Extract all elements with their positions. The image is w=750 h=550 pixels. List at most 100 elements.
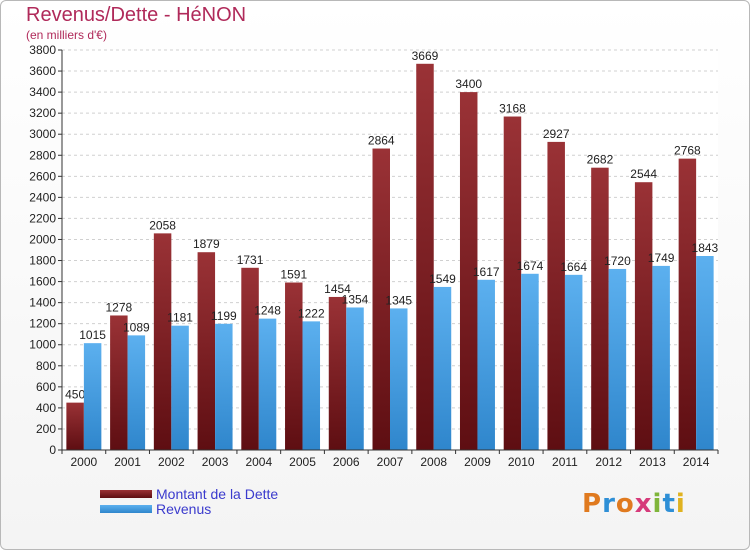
revenue-bar-label: 1749 (648, 251, 675, 265)
revenue-bar-label: 1222 (298, 306, 325, 320)
y-tick-label: 3400 (29, 85, 56, 99)
legend: Montant de la Dette Revenus (100, 485, 279, 517)
x-tick-label: 2001 (114, 455, 141, 469)
revenue-bar-label: 1248 (254, 304, 281, 318)
x-tick-label: 2013 (639, 455, 666, 469)
revenue-bar (652, 265, 670, 450)
x-axis: 2000 2001 2002 2003 2004 2005 2006 2007 2008 2009… (61, 449, 719, 469)
revenue-bar-label: 1015 (79, 328, 106, 342)
x-tick-label: 2004 (245, 455, 272, 469)
debt-bar (503, 116, 522, 451)
y-tick-label: 3800 (29, 43, 56, 57)
debt-bar (110, 315, 128, 450)
revenue-bar-label: 1549 (429, 272, 456, 286)
proxiti-logo: Proxiti (582, 489, 686, 519)
debt-bar-label: 3168 (499, 102, 526, 116)
chart-subtitle: (en milliers d'€) (26, 28, 107, 42)
legend-item-debt: Montant de la Dette (100, 485, 279, 502)
logo-letter: x (634, 489, 653, 519)
debt-bar (459, 92, 478, 451)
debt-bar (416, 63, 434, 450)
y-tick-label: 600 (36, 380, 56, 394)
y-tick-label: 800 (36, 359, 56, 373)
revenue-bar-label: 1674 (517, 259, 544, 273)
debt-bar-label: 1454 (324, 282, 351, 296)
y-tick-label: 1800 (29, 254, 56, 268)
y-tick-label: 200 (36, 422, 56, 436)
revenue-bar (127, 335, 146, 450)
x-tick-label: 2006 (333, 455, 360, 469)
logo-letter: t (662, 489, 676, 519)
debt-bar-label: 2927 (543, 127, 570, 141)
x-tick-label: 2014 (683, 455, 710, 469)
y-tick-label: 400 (36, 401, 56, 415)
revenue-bar-label: 1089 (123, 320, 150, 334)
y-tick-label: 2800 (29, 148, 56, 162)
debt-bar (241, 267, 259, 450)
revenue-bar (83, 343, 102, 450)
debt-bar (547, 141, 565, 451)
x-tick-label: 2010 (508, 455, 535, 469)
revenue-bar (346, 307, 364, 450)
legend-swatch-revenue (100, 504, 152, 513)
revenue-bar (608, 268, 627, 450)
y-tick-label: 3200 (29, 106, 56, 120)
y-tick-label: 3000 (29, 127, 56, 141)
y-tick-label: 1600 (29, 275, 56, 289)
debt-bar (591, 167, 609, 450)
debt-bar (372, 148, 390, 451)
y-tick-label: 2600 (29, 169, 56, 183)
revenue-bar-label: 1843 (692, 241, 719, 255)
debt-bar (634, 182, 653, 451)
legend-label-debt: Montant de la Dette (156, 485, 279, 502)
revenue-bar-label: 1664 (560, 260, 587, 274)
x-tick-label: 2005 (289, 455, 316, 469)
x-tick-label: 2002 (158, 455, 185, 469)
y-tick-label: 2400 (29, 190, 56, 204)
legend-swatch-debt (100, 489, 152, 498)
debt-bar-label: 1591 (280, 268, 307, 282)
y-tick-label: 2000 (29, 232, 56, 246)
x-tick-label: 2012 (595, 455, 622, 469)
debt-bar-label: 3400 (455, 77, 482, 91)
logo-letter: i (675, 489, 686, 519)
debt-bar-label: 1278 (106, 300, 133, 314)
revenue-bar (302, 321, 321, 450)
revenue-bar (433, 286, 452, 450)
y-tick-label: 1400 (29, 296, 56, 310)
x-tick-label: 2008 (420, 455, 447, 469)
debt-bar-label: 450 (65, 388, 85, 402)
y-tick-label: 2200 (29, 211, 56, 225)
debt-bar-label: 1731 (237, 253, 264, 267)
y-tick-label: 1000 (29, 338, 56, 352)
revenue-bar (564, 274, 583, 450)
revenue-bar (521, 273, 539, 450)
debt-bar (153, 233, 172, 450)
y-tick-label: 0 (49, 443, 56, 457)
logo-letter: i (652, 489, 663, 519)
debt-bar (328, 296, 347, 450)
revenue-bar (171, 325, 189, 450)
x-tick-label: 2011 (552, 455, 578, 469)
debt-bar-label: 2864 (368, 134, 395, 148)
revenue-bar-label: 1617 (473, 265, 500, 279)
revenue-bar (215, 323, 233, 450)
revenue-bar (390, 308, 408, 450)
x-tick-label: 2000 (71, 455, 98, 469)
revenue-bar-label: 1354 (342, 292, 369, 306)
logo-letter: P (582, 489, 603, 519)
y-tick-label: 3600 (29, 64, 56, 78)
revenue-bar-label: 1345 (385, 293, 412, 307)
revenue-bar-label: 1199 (211, 309, 237, 323)
debt-bar-label: 3669 (412, 49, 439, 63)
debt-bar (678, 158, 697, 450)
chart-title: Revenus/Dette - HéNON (26, 4, 247, 26)
revenue-bar (477, 279, 495, 450)
debt-bar (285, 282, 303, 450)
revenue-bar-label: 1720 (604, 254, 631, 268)
debt-bar-label: 2544 (630, 167, 657, 181)
y-axis: 0 200 400 600 800 1000 1200 1400 1600 1800 2000 220… (29, 43, 63, 457)
legend-item-revenue: Revenus (100, 501, 278, 517)
